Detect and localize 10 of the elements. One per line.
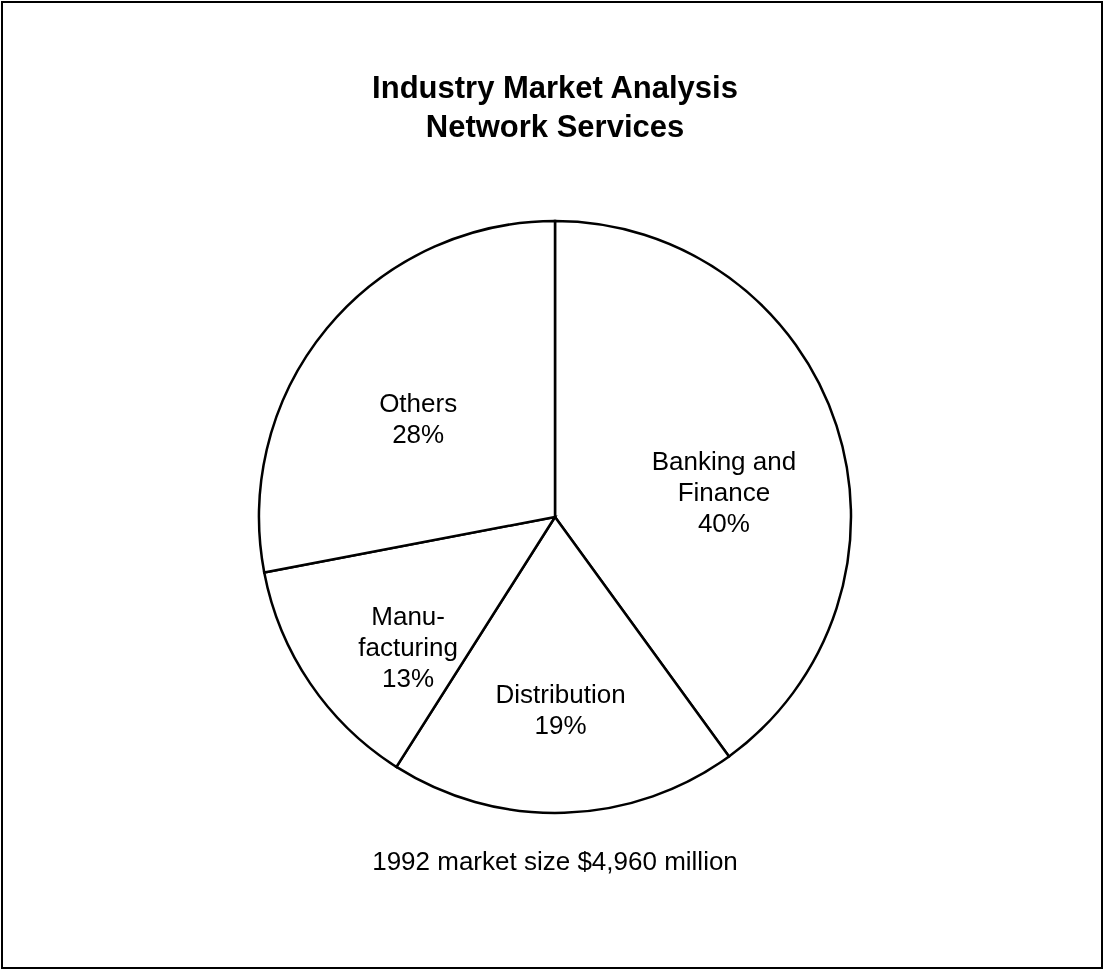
data-label: 13% xyxy=(382,662,435,693)
slice-label: Banking and Finance xyxy=(651,446,797,508)
data-label: 40% xyxy=(697,508,750,539)
data-label: 19% xyxy=(534,709,587,740)
chart-title: Industry Market Analysis Network Services xyxy=(372,70,738,144)
text: 1992 market size $4,960 million xyxy=(372,846,738,876)
slice-label: Distribution xyxy=(495,678,626,709)
slice-label: Others xyxy=(379,387,458,418)
slice-label: Manu- facturing xyxy=(358,600,458,662)
data-label: 28% xyxy=(392,418,445,449)
